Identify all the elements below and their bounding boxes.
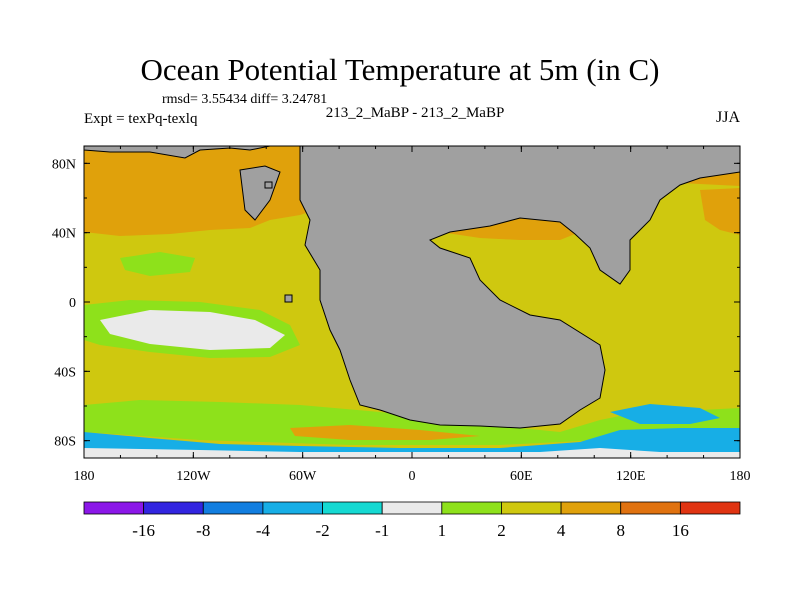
colorbar-label: 8 xyxy=(616,521,625,540)
indian-cold-patch xyxy=(610,404,720,424)
y-axis: 80N 40N 0 40S 80S xyxy=(52,157,740,450)
chart-title: Ocean Potential Temperature at 5m (in C) xyxy=(140,52,660,87)
colorbar-swatch xyxy=(262,501,323,515)
land-north-continent xyxy=(84,146,271,159)
x-tick-label: 120W xyxy=(176,469,211,484)
colorbar-label: 2 xyxy=(497,521,506,540)
colorbar-label: -16 xyxy=(132,521,155,540)
x-tick-label: 0 xyxy=(409,469,416,484)
y-tick-label: 80S xyxy=(54,435,76,450)
colorbar-swatch xyxy=(560,501,622,515)
colorbar-label: -2 xyxy=(315,521,329,540)
x-tick-label: 60E xyxy=(510,469,533,484)
colorbar-swatch xyxy=(322,501,383,515)
colorbar-label: 1 xyxy=(438,521,447,540)
central-pacific-green-patch xyxy=(120,252,195,276)
southern-ocean-green-region xyxy=(84,400,740,445)
land-main-continent xyxy=(299,146,740,429)
colorbar-swatch xyxy=(83,501,145,515)
north-pacific-warm-east xyxy=(700,188,740,235)
colorbar: -16 -8 -4 -2 -1 1 2 4 8 16 xyxy=(83,501,741,540)
season-label: JJA xyxy=(715,109,740,126)
y-tick-label: 40S xyxy=(54,365,76,380)
colorbar-label: -1 xyxy=(375,521,389,540)
colorbar-swatch xyxy=(441,501,502,515)
y-tick-label: 80N xyxy=(52,157,76,172)
x-tick-label: 120E xyxy=(616,469,646,484)
colorbar-swatch xyxy=(202,501,264,515)
x-tick-label: 180 xyxy=(730,469,751,484)
colorbar-label: -8 xyxy=(196,521,210,540)
stats-text: rmsd= 3.55434 diff= 3.24781 xyxy=(162,92,328,107)
colorbar-label: -4 xyxy=(256,521,271,540)
colorbar-label: 16 xyxy=(672,521,689,540)
y-tick-label: 0 xyxy=(69,296,76,311)
land-north-atlantic-island xyxy=(239,165,281,221)
x-axis: 180 120W 60W 0 60E 120E 180 xyxy=(74,146,751,484)
land-small-island-1 xyxy=(284,294,293,303)
colorbar-swatch xyxy=(381,501,443,515)
southern-ocean-orange-band xyxy=(290,425,480,440)
center-label: 213_2_MaBP - 213_2_MaBP xyxy=(325,105,505,121)
tethys-warm-region xyxy=(440,216,580,240)
colorbar-label: 4 xyxy=(557,521,566,540)
x-tick-label: 60W xyxy=(289,469,317,484)
y-tick-label: 40N xyxy=(52,227,76,242)
colorbar-swatch xyxy=(143,501,204,515)
experiment-label: Expt = texPq-texlq xyxy=(84,111,198,127)
colorbar-swatch xyxy=(620,501,681,515)
x-tick-label: 180 xyxy=(74,469,95,484)
land-small-island-2 xyxy=(264,181,273,189)
south-pacific-neutral-region xyxy=(100,310,285,350)
colorbar-swatch xyxy=(501,501,562,515)
colorbar-swatch xyxy=(679,501,741,515)
